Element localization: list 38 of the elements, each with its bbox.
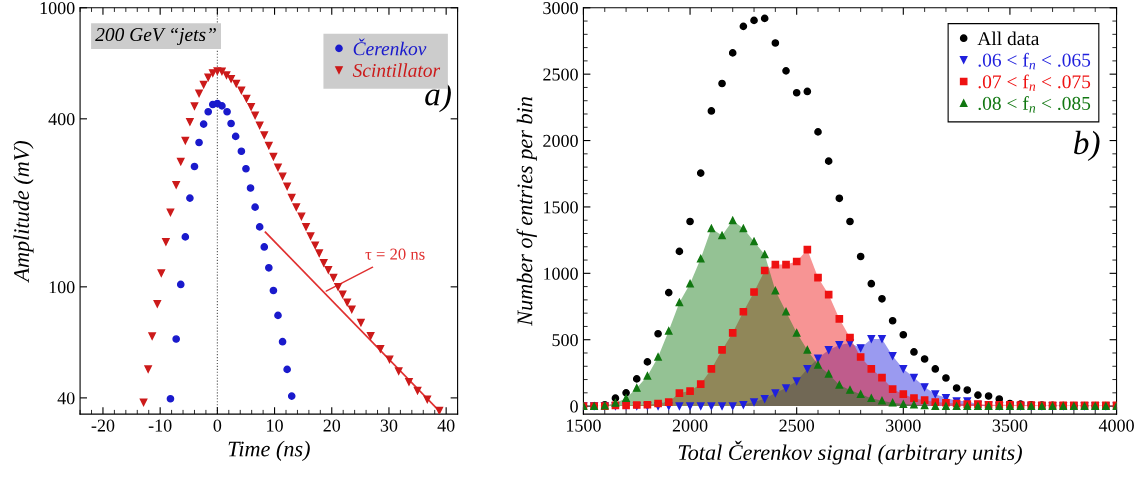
x-tick-label: 30 [380,419,398,432]
x-tick-label: 4000 [1098,419,1134,432]
annotation: 200 GeV “jets” [95,27,216,46]
x-tick-label: -10 [148,419,172,432]
annotation: τ = 20 ns [365,248,425,260]
legend-label: .07 < f$_{n}$ < .075 [978,74,1091,91]
x-tick-label: 3000 [886,419,921,432]
legend-label: All data [977,31,1040,46]
y-axis-title: Number of entries per bin [516,97,537,326]
y-tick-label: 1000 [544,267,578,280]
y-tick-label: 1500 [544,201,578,214]
y-tick-label: 0 [570,400,578,413]
x-tick-label: 40 [437,419,455,432]
y-tick-label: 100 [49,281,75,294]
y-tick-label: 40 [57,392,75,405]
y-axis-title: Amplitude (mV) [13,140,34,283]
y-tick-label: 3000 [543,2,578,15]
legend-label: .06 < f$_{n}$ < .065 [978,52,1091,70]
y-tick-label: 2500 [543,68,578,81]
x-axis-title: Time (ns) [228,440,310,462]
legend-label: .08 < f$_{n}$ < .085 [978,96,1091,113]
x-axis-title: Total Čerenkov signal (arbitrary units) [678,440,1022,465]
legend-label: Čerenkov [353,38,427,56]
x-tick-label: 10 [267,419,283,432]
legend-label: Scintillator [352,63,441,77]
x-tick-label: 20 [323,419,341,432]
y-tick-label: 2000 [543,134,578,147]
y-tick-label: 400 [48,113,75,126]
y-tick-label: 1000 [40,2,75,15]
y-tick-label: 500 [552,333,578,347]
x-tick-label: 1500 [566,419,601,432]
x-tick-label: 2000 [672,419,708,432]
x-tick-label: 0 [213,419,222,432]
annotation: b) [1074,130,1100,162]
annotation: a) [425,82,451,113]
x-tick-label: 3500 [992,419,1028,432]
x-tick-label: 2500 [779,419,815,432]
x-tick-label: -20 [91,419,115,432]
